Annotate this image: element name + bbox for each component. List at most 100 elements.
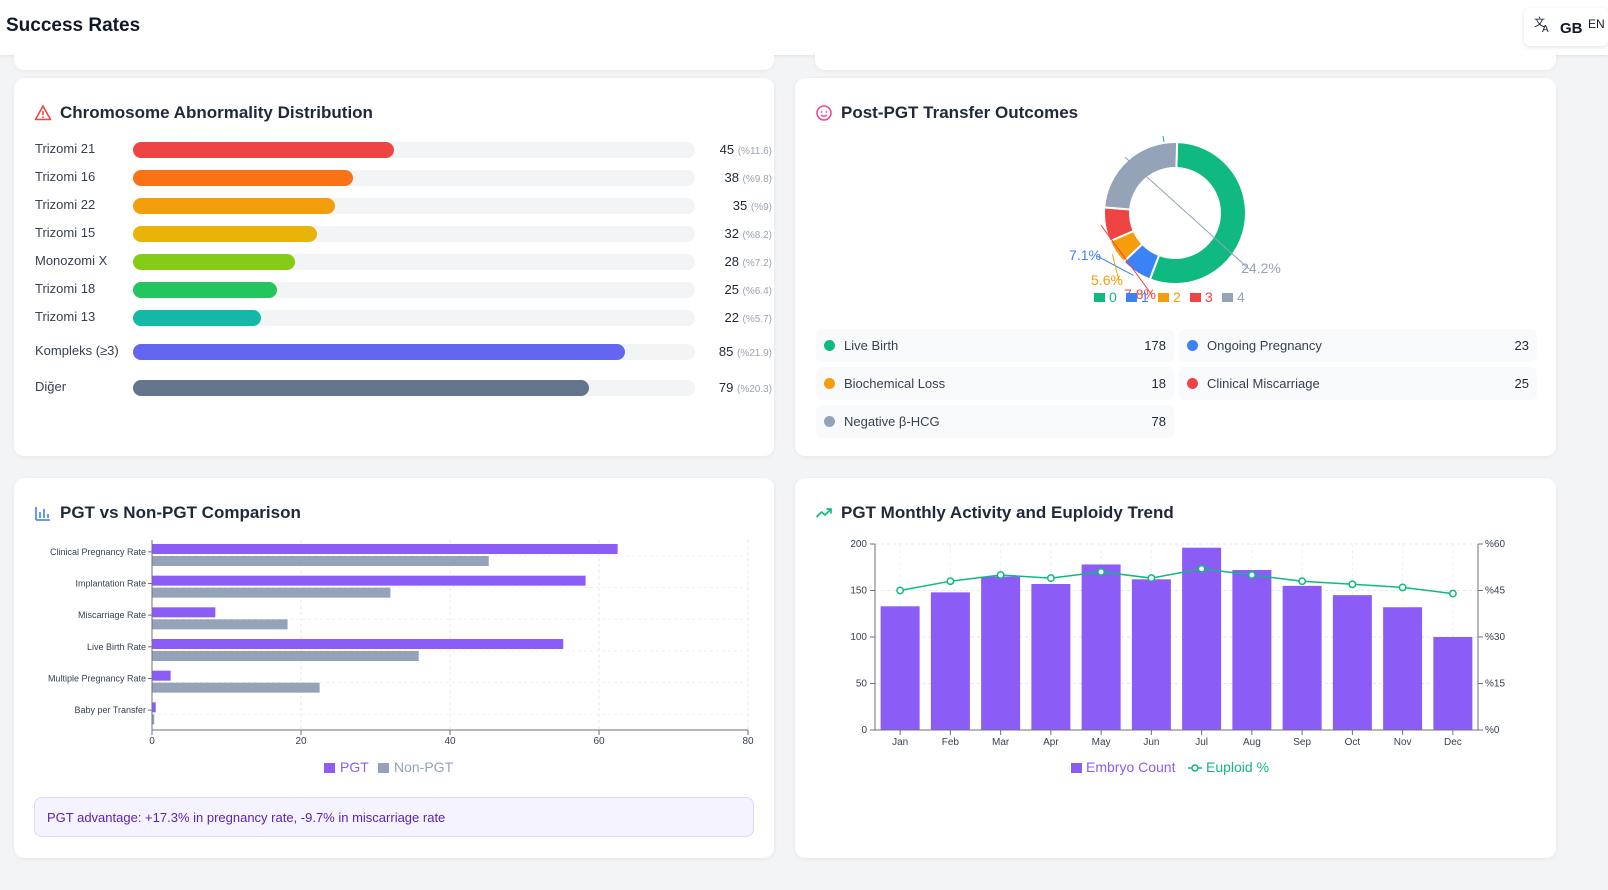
abnormality-percent: (%5.7): [742, 314, 772, 325]
donut-data-label: 5.6%: [1091, 272, 1123, 288]
y-left-tick-label: 100: [850, 632, 867, 643]
svg-text:A: A: [1542, 24, 1549, 33]
x-tick-label: 0: [149, 736, 155, 747]
monthly-combo-chart: 0 %0 50 %15 100 %30 150 %45 200 %60 Jan Feb Mar Apr Ma…: [850, 539, 1505, 775]
donut-data-label: 7.1%: [1069, 247, 1101, 263]
abnormality-count: 25: [724, 282, 743, 297]
euploid-line: [899, 568, 1453, 595]
outcome-value: 25: [1514, 376, 1529, 391]
abnormality-title: Chromosome Abnormality Distribution: [60, 103, 373, 122]
outcome-color-dot: [1187, 340, 1198, 351]
outcome-label: Biochemical Loss: [844, 376, 946, 391]
donut-legend-label: 2: [1173, 289, 1181, 305]
donut-leader-line: [1100, 225, 1153, 296]
legend-swatch: [1071, 763, 1082, 773]
legend-label: PGT: [340, 759, 369, 775]
abnormality-row: Kompleks (≥3) 85 (%21.9): [14, 340, 794, 364]
legend-swatch: [324, 763, 335, 773]
x-tick-label: 60: [593, 736, 605, 747]
euploid-point: [1448, 589, 1457, 598]
outcome-color-dot: [824, 416, 835, 427]
abnormality-label: Trizomi 16: [35, 169, 96, 184]
x-tick-label: Jan: [892, 737, 908, 748]
abnormality-percent: (%8.2): [742, 230, 772, 241]
legend-label: Non-PGT: [394, 759, 454, 775]
donut-legend-label: 0: [1109, 289, 1117, 305]
outcome-value: 178: [1144, 338, 1166, 353]
abnormality-value: 45 (%11.6): [720, 142, 772, 157]
comparison-title: PGT vs Non-PGT Comparison: [60, 503, 301, 522]
abnormality-row: Trizomi 18 25 (%6.4): [14, 278, 794, 302]
abnormality-bar-fill: [133, 310, 262, 326]
euploid-point: [1247, 571, 1256, 579]
abnormality-count: 79: [718, 380, 737, 395]
legend-label: Euploid %: [1206, 759, 1269, 775]
abnormality-bar-fill: [133, 226, 318, 242]
abnormality-value: 25 (%6.4): [724, 282, 772, 297]
abnormality-bar-track: [133, 170, 695, 186]
abnormality-count: 45: [719, 142, 738, 157]
x-tick-label: Apr: [1043, 737, 1059, 748]
abnormality-count: 35: [732, 198, 751, 213]
abnormality-count: 85: [718, 344, 737, 359]
abnormality-card: Chromosome Abnormality Distribution Triz…: [14, 78, 774, 456]
y-left-tick-label: 0: [861, 725, 867, 736]
x-tick-label: Sep: [1293, 737, 1311, 748]
donut-leader-line: [1162, 135, 1165, 143]
outcome-value: 18: [1151, 376, 1166, 391]
abnormality-row: Monozomi X 28 (%7.2): [14, 250, 794, 274]
embryo-count-bar: [1433, 637, 1473, 730]
outcome-value: 78: [1151, 414, 1166, 429]
abnormality-label: Trizomi 21: [35, 141, 96, 156]
outcome-label: Clinical Miscarriage: [1207, 376, 1320, 391]
euploid-point: [896, 586, 905, 595]
abnormality-row: Trizomi 22 35 (%9): [14, 194, 794, 218]
x-tick-label: Feb: [942, 737, 960, 748]
abnormality-percent: (%21.9): [736, 348, 772, 359]
abnormality-label: Kompleks (≥3): [35, 343, 119, 358]
embryo-count-bar: [880, 606, 920, 730]
y-left-tick-label: 50: [856, 679, 868, 690]
monthly-title: PGT Monthly Activity and Euploidy Trend: [841, 503, 1174, 522]
donut-slice: [1148, 141, 1247, 285]
abnormality-value: 38 (%9.8): [724, 170, 772, 185]
donut-legend-label: 3: [1205, 289, 1213, 305]
non-pgt-bar: [152, 714, 155, 725]
embryo-count-bar: [1383, 607, 1423, 730]
outcome-value: 23: [1514, 338, 1529, 353]
outcomes-title: Post-PGT Transfer Outcomes: [841, 103, 1079, 122]
abnormality-bar-track: [133, 254, 695, 270]
abnormality-bar-track: [133, 282, 695, 298]
outcome-item: Negative β-HCG 78: [816, 405, 1174, 438]
y-category-label: Miscarriage Rate: [78, 610, 146, 620]
abnormality-label: Trizomi 18: [35, 281, 96, 296]
abnormality-percent: (%9): [750, 202, 772, 213]
abnormality-count: 38: [724, 170, 743, 185]
outcome-item: Clinical Miscarriage 25: [1179, 367, 1537, 400]
warning-triangle-icon: [34, 105, 52, 121]
embryo-count-bar: [981, 576, 1021, 730]
pgt-bar: [152, 670, 171, 681]
donut-leader-line: [1124, 156, 1250, 270]
donut-legend-swatch: [1094, 293, 1105, 302]
abnormality-label: Diğer: [35, 379, 67, 394]
x-tick-label: 80: [742, 736, 754, 747]
previous-card-right: [815, 50, 1556, 70]
donut-legend-swatch: [1158, 293, 1169, 302]
abnormality-count: 28: [724, 254, 743, 269]
legend-point-swatch: [1191, 764, 1199, 772]
abnormality-row: Trizomi 15 32 (%8.2): [14, 222, 794, 246]
abnormality-bar-track: [133, 380, 695, 396]
bar-chart-icon: [35, 507, 50, 521]
abnormality-percent: (%7.2): [742, 258, 772, 269]
donut-legend-label: 4: [1237, 289, 1245, 305]
non-pgt-bar: [152, 619, 288, 630]
y-left-tick-label: 150: [850, 586, 867, 597]
legend-label: Embryo Count: [1086, 759, 1176, 775]
abnormality-value: 79 (%20.3): [719, 380, 772, 395]
euploid-point: [1348, 580, 1357, 589]
embryo-count-bar: [1282, 585, 1322, 730]
